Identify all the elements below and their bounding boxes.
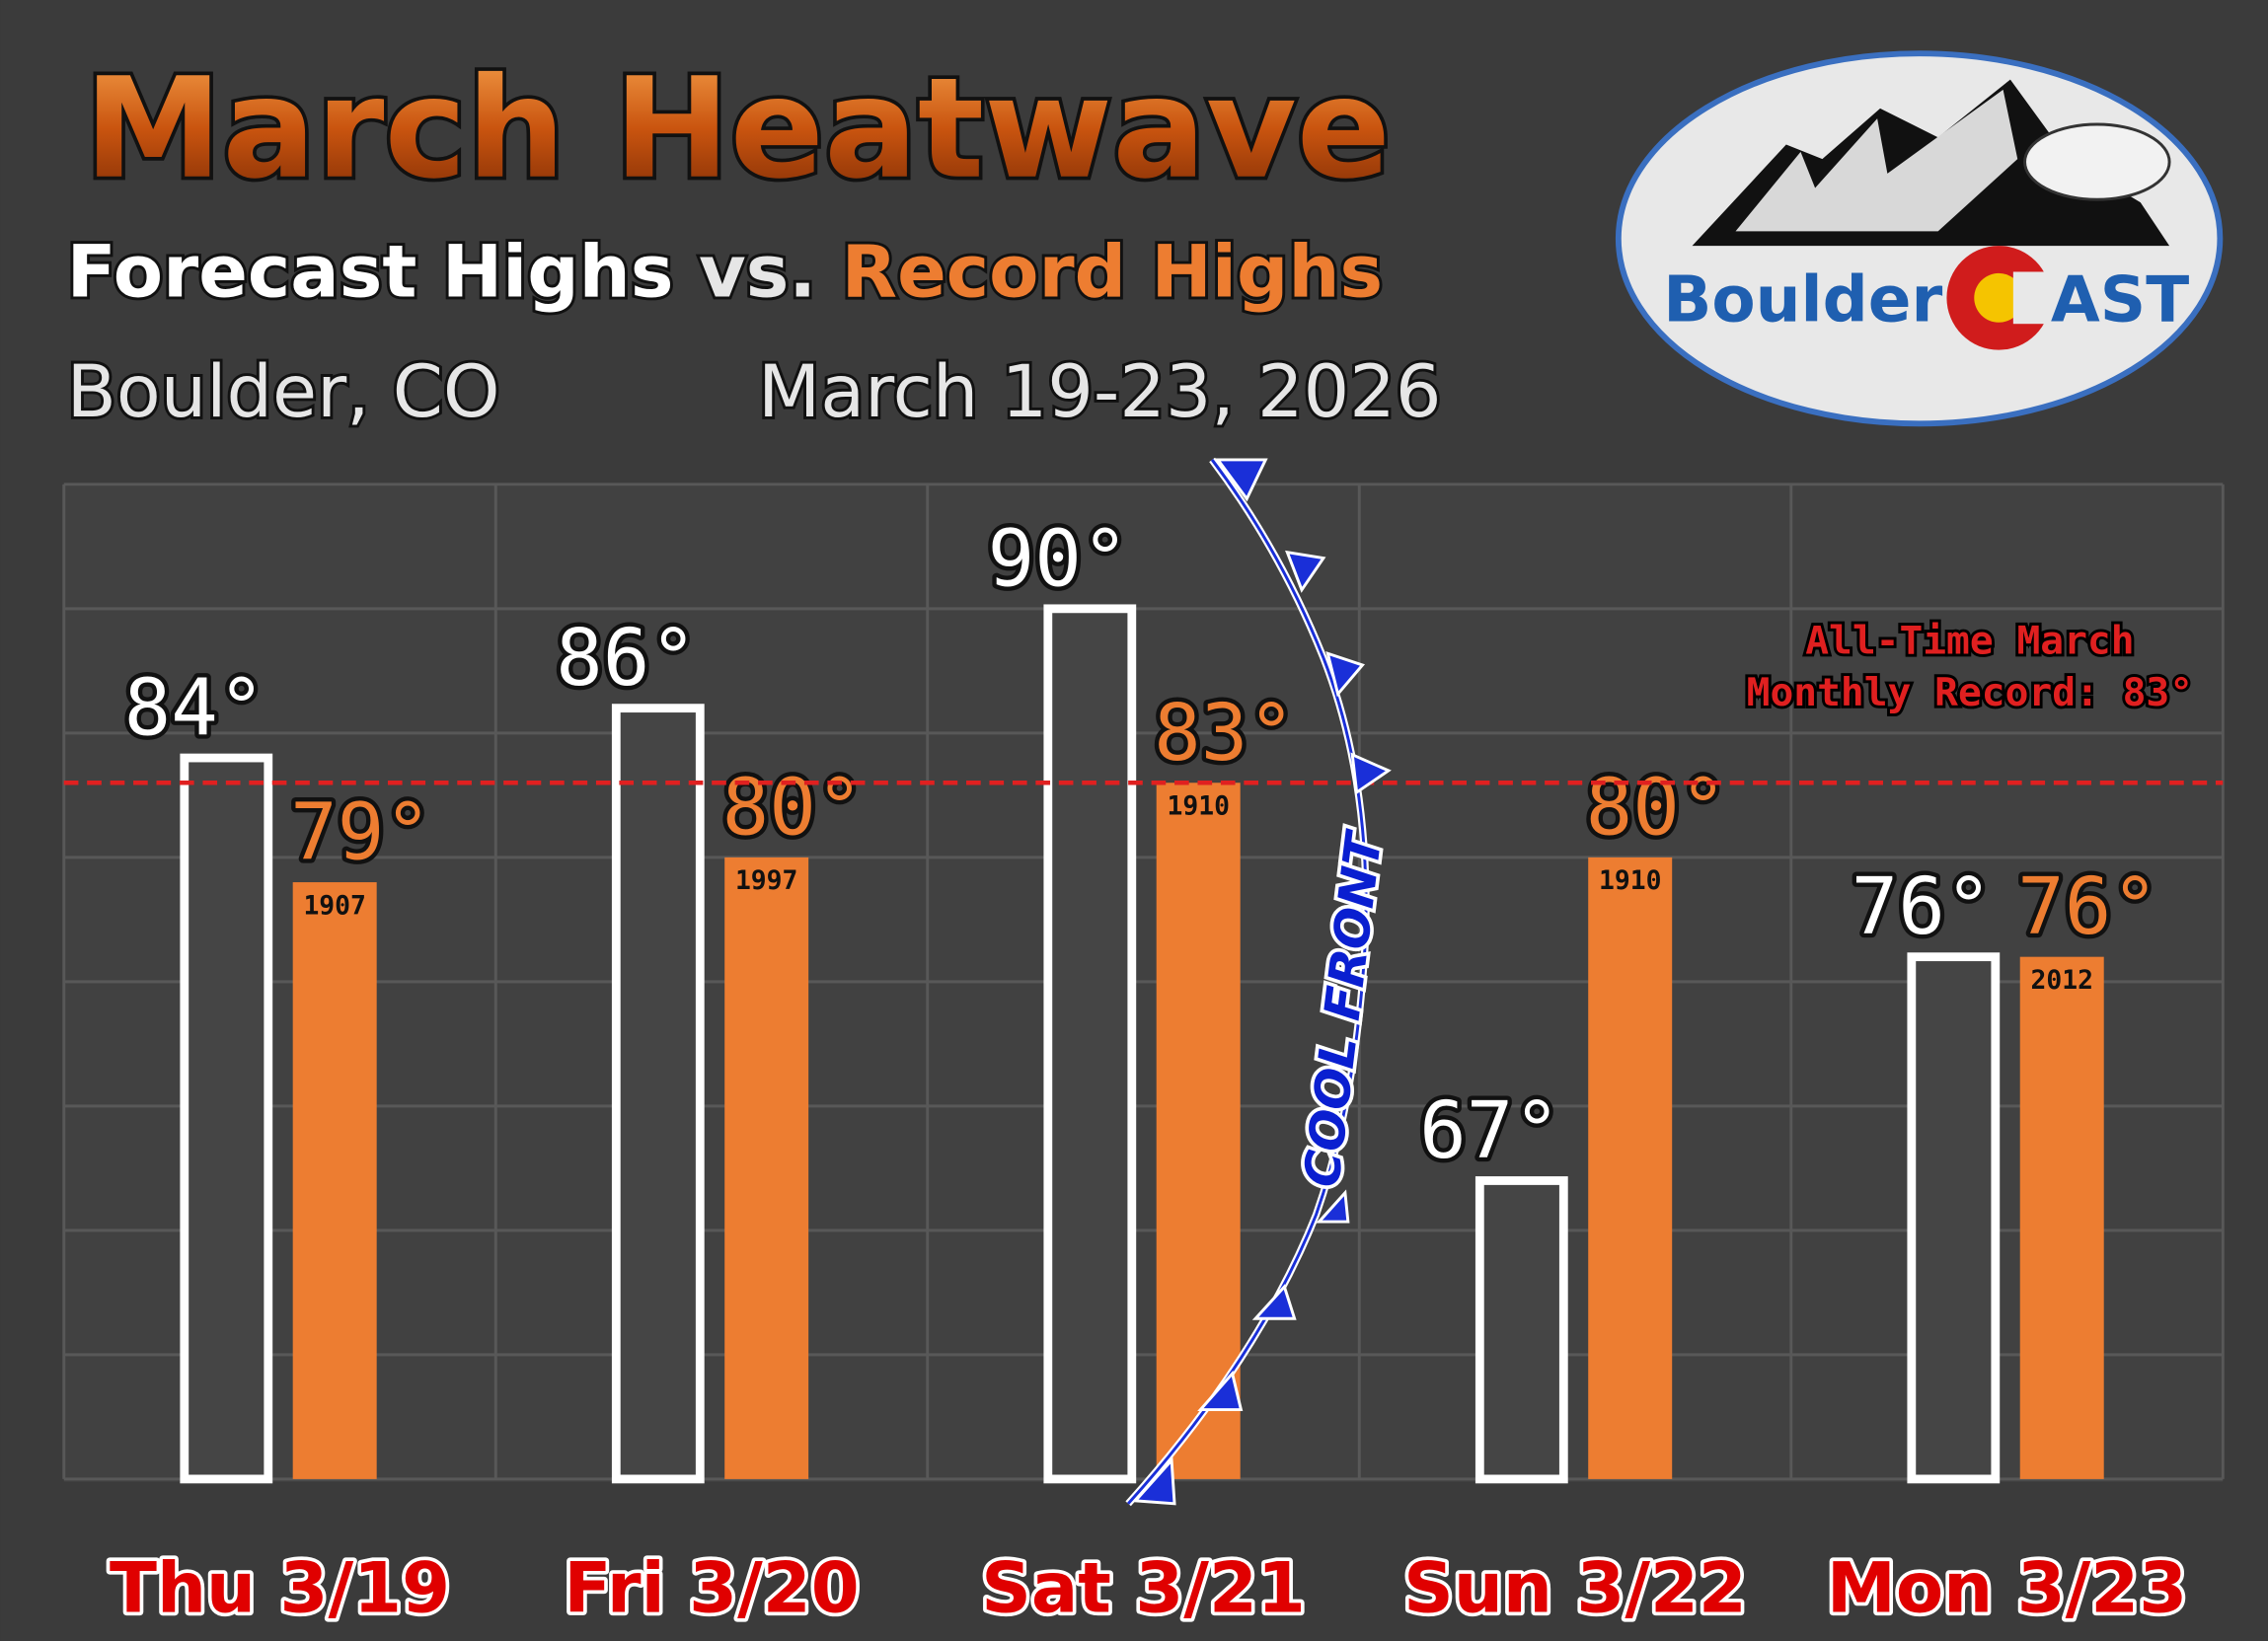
x-tick-label: Sat 3/21 xyxy=(981,1548,1306,1629)
reference-label: All-Time March xyxy=(1805,618,2134,663)
value-label: 86° xyxy=(556,613,697,704)
forecast-bar xyxy=(1043,604,1137,1484)
value-label: 80° xyxy=(722,762,864,853)
forecast-bar xyxy=(1474,1176,1568,1484)
front-triangle xyxy=(1215,458,1268,502)
front-triangle xyxy=(1325,651,1366,698)
legend-record: Record Highs xyxy=(842,230,1383,314)
legend-forecast: Forecast Highs xyxy=(67,230,674,314)
record-bar xyxy=(292,882,377,1479)
front-triangle xyxy=(1251,1284,1297,1320)
forecast-bar xyxy=(1907,952,2001,1484)
front-line xyxy=(1127,459,1368,1505)
logo-c-gap xyxy=(2012,271,2057,325)
record-year: 1910 xyxy=(1167,791,1229,821)
x-tick-label: Mon 3/23 xyxy=(1827,1548,2187,1629)
record-year: 1910 xyxy=(1599,866,1661,896)
reference-label: Monthly Record: 83° xyxy=(1747,670,2193,715)
value-label: 67° xyxy=(1419,1085,1560,1176)
subtitle-joiner: vs. xyxy=(699,230,816,314)
front-triangle xyxy=(1197,1370,1244,1412)
subtitle: Forecast Highs vs. Record Highs xyxy=(67,230,1383,314)
x-tick-label: Thu 3/19 xyxy=(110,1548,450,1629)
record-year: 1907 xyxy=(303,891,365,921)
x-tick-label: Sun 3/22 xyxy=(1403,1548,1747,1629)
value-label: 76° xyxy=(1852,861,1993,952)
record-year: 1997 xyxy=(735,866,797,896)
value-label: 84° xyxy=(124,663,265,754)
location: Boulder, CO xyxy=(67,350,500,434)
forecast-bar xyxy=(180,753,273,1484)
front-triangle xyxy=(1132,1456,1176,1506)
front-triangle xyxy=(1316,1189,1350,1224)
logo-right: AST xyxy=(2051,262,2189,336)
date-range: March 19-23, 2026 xyxy=(758,350,1441,434)
logo: Boulder AST xyxy=(1615,50,2224,427)
value-label: 76° xyxy=(2017,861,2158,952)
bars: Thu 3/19 84° 79° 1907 Fri 3/20 86° 80° 1997 Sat … xyxy=(63,509,2224,1632)
front-triangle xyxy=(1350,752,1392,795)
record-bar xyxy=(724,857,809,1479)
record-bar xyxy=(1588,857,1673,1479)
value-label: 90° xyxy=(988,513,1129,604)
logo-sun xyxy=(1974,272,2024,323)
chart-title: March Heatwave xyxy=(84,48,1391,210)
forecast-bar xyxy=(611,704,705,1484)
record-bar xyxy=(1156,783,1241,1479)
value-label: 83° xyxy=(1154,688,1295,779)
x-tick-label: Fri 3/20 xyxy=(564,1548,859,1629)
record-bar xyxy=(2019,956,2104,1479)
logo-left: Boulder xyxy=(1663,262,1942,336)
grid xyxy=(62,483,2225,1481)
value-label: 79° xyxy=(290,787,431,878)
record-year: 2012 xyxy=(2030,966,2092,996)
value-label: 80° xyxy=(1586,762,1727,853)
logo-snow xyxy=(1735,89,2018,232)
front-triangle xyxy=(1285,550,1326,593)
logo-cloud xyxy=(2023,122,2171,201)
